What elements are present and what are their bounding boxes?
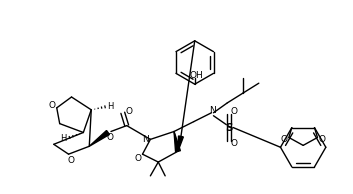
- Text: H: H: [60, 134, 67, 143]
- Text: N: N: [209, 106, 216, 115]
- Text: O: O: [280, 135, 287, 144]
- Text: S: S: [226, 123, 233, 133]
- Text: O: O: [125, 107, 132, 116]
- Text: O: O: [67, 156, 74, 165]
- Polygon shape: [178, 136, 183, 151]
- Text: O: O: [319, 135, 326, 144]
- Text: OH: OH: [190, 71, 204, 80]
- Text: O: O: [231, 139, 238, 148]
- Text: O: O: [107, 133, 113, 142]
- Polygon shape: [174, 132, 180, 152]
- Polygon shape: [89, 131, 109, 146]
- Text: O: O: [48, 101, 55, 110]
- Text: H: H: [107, 102, 113, 111]
- Text: O: O: [231, 107, 238, 116]
- Text: N: N: [142, 135, 149, 144]
- Text: O: O: [134, 154, 141, 163]
